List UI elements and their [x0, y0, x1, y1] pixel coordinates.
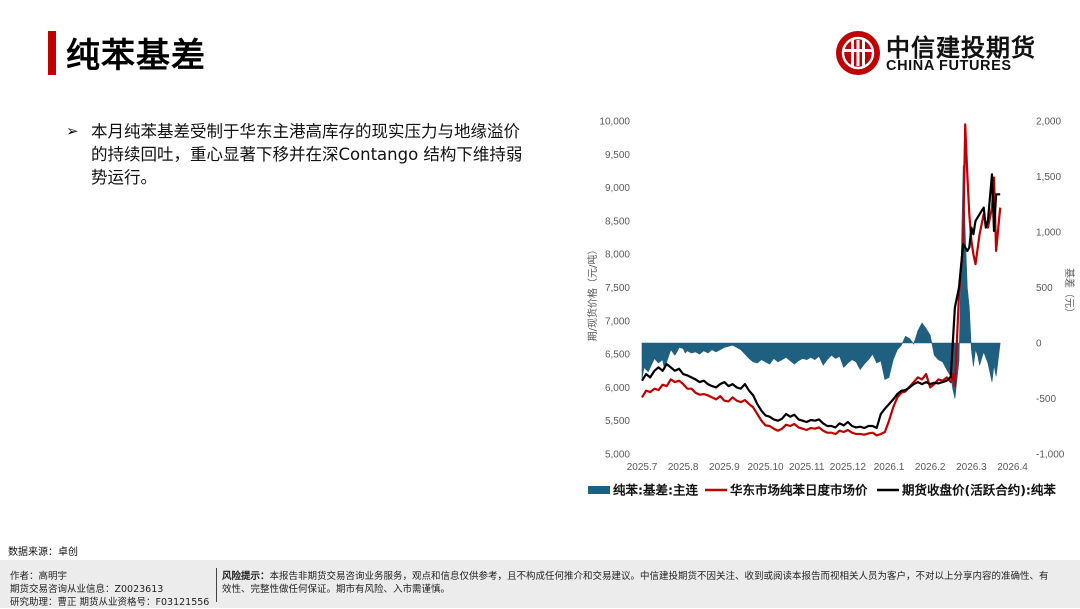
y-right-tick-label: 1,500 — [1036, 172, 1061, 183]
y-right-tick-label: 1,000 — [1036, 228, 1061, 239]
y-right-tick-label: -1,000 — [1036, 450, 1065, 461]
y-left-tick-label: 5,500 — [605, 416, 630, 427]
legend-label: 华东市场纯苯日度市场价 — [730, 483, 868, 498]
x-tick-label: 2025.11 — [789, 462, 825, 473]
assistant-license: 研究助理：曹正 期货从业资格号：F03121556 — [10, 597, 210, 608]
footer: 作者：高明宇 期货交易咨询从业信息：Z0023613 研究助理：曹正 期货从业资… — [0, 560, 1080, 608]
y-left-tick-label: 9,000 — [605, 183, 630, 194]
y-left-tick-label: 9,500 — [605, 150, 630, 161]
y-left-tick-label: 10,000 — [599, 117, 630, 128]
x-tick-label: 2026.3 — [956, 462, 987, 473]
risk-text: 本报告非期货交易咨询业务服务，观点和信息仅供参考，且不构成任何推介和交易建议。中… — [222, 571, 1049, 595]
y-left-tick-label: 7,000 — [605, 316, 630, 327]
series-basis-area — [641, 165, 1001, 399]
x-tick-label: 2025.10 — [747, 462, 784, 473]
author-info: 作者：高明宇 期货交易咨询从业信息：Z0023613 研究助理：曹正 期货从业资… — [10, 570, 215, 609]
page-title: 纯苯基差 — [66, 36, 206, 76]
x-tick-label: 2025.8 — [668, 462, 699, 473]
series-futures-price-line — [641, 173, 1001, 430]
logo-emblem-icon — [836, 31, 880, 75]
y-axis-left-label: 期/现货价格（元/吨） — [586, 245, 599, 342]
title-accent-bar — [48, 31, 56, 75]
x-tick-label: 2025.7 — [627, 462, 658, 473]
logo-english-name: CHINA FUTURES — [886, 58, 1012, 74]
x-tick-label: 2026.2 — [915, 462, 946, 473]
basis-chart: 5,000 5,500 6,000 6,500 7,000 7,500 8,000 8,500… — [580, 108, 1076, 503]
legend-swatch — [588, 486, 610, 494]
y-right-tick-label: 2,000 — [1036, 117, 1061, 128]
risk-disclaimer: 风险提示：本报告非期货交易咨询业务服务，观点和信息仅供参考，且不构成任何推介和交… — [222, 570, 1052, 596]
y-left-tick-label: 5,000 — [605, 450, 630, 461]
y-axis-right-label: 基差（元） — [1063, 268, 1075, 318]
x-tick-label: 2026.1 — [874, 462, 905, 473]
y-right-tick-label: 500 — [1036, 283, 1053, 294]
y-right-tick-label: -500 — [1036, 394, 1056, 405]
y-left-tick-label: 8,000 — [605, 250, 630, 261]
author-license: 期货交易咨询从业信息：Z0023613 — [10, 584, 164, 595]
y-right-tick-label: 0 — [1036, 339, 1042, 350]
data-source: 数据来源：卓创 — [8, 547, 78, 558]
x-tick-label: 2025.9 — [709, 462, 740, 473]
risk-label: 风险提示： — [222, 571, 270, 582]
chart-canvas: 5,000 5,500 6,000 6,500 7,000 7,500 8,000 8,500… — [586, 117, 1076, 498]
author-name: 作者：高明宇 — [10, 571, 68, 582]
footer-divider — [216, 568, 217, 602]
y-left-tick-label: 7,500 — [605, 283, 630, 294]
legend-label: 纯苯:基差:主连 — [613, 483, 698, 498]
bullet-arrow-icon: ➢ — [66, 122, 79, 140]
y-left-tick-label: 6,000 — [605, 383, 630, 394]
y-left-tick-label: 8,500 — [605, 216, 630, 227]
x-tick-label: 2025.12 — [830, 462, 867, 473]
series-spot-price-line — [641, 123, 1002, 437]
chart-legend: 纯苯:基差:主连 华东市场纯苯日度市场价 期货收盘价(活跃合约):纯苯 — [588, 483, 1056, 498]
logo-chinese-name: 中信建投期货 — [886, 34, 1036, 62]
company-logo: 中信建投期货 CHINA FUTURES — [834, 28, 1036, 78]
x-tick-label: 2026.4 — [997, 462, 1028, 473]
y-left-tick-label: 6,500 — [605, 350, 630, 361]
commentary-text: 本月纯苯基差受制于华东主港高库存的现实压力与地缘溢价的持续回吐，重心显著下移并在… — [91, 122, 523, 187]
legend-label: 期货收盘价(活跃合约):纯苯 — [902, 483, 1056, 498]
